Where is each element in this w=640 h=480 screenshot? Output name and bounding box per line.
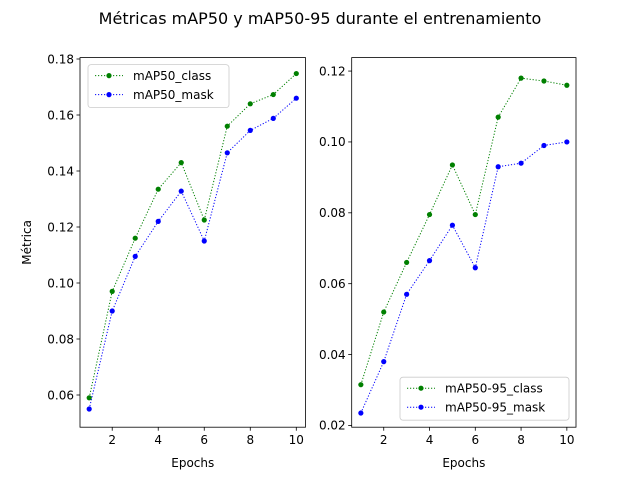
- data-point-1-0-7: [518, 75, 524, 81]
- x-tick-label-1-1: 4: [426, 433, 434, 447]
- data-point-1-0-3: [426, 211, 433, 218]
- data-point-1-1-3: [426, 258, 433, 264]
- data-point-0-0-4: [178, 160, 184, 166]
- data-point-1-1-1: [381, 359, 387, 365]
- data-point-1-0-6: [495, 114, 501, 120]
- data-point-0-0-6: [224, 123, 230, 129]
- axes-frame-1: [351, 57, 577, 428]
- x-tick-label-1-2: 6: [471, 433, 479, 447]
- series-line-1-0: [360, 77, 567, 385]
- chart-map50-95: 2 4 6 8 10 0.02 0.04 0.06 0.08 0.10 0.12 Epochs mAP5…: [319, 57, 577, 470]
- y-tick-label-1-5: 0.12: [319, 64, 346, 78]
- x-tick-label-0-4: 10: [289, 433, 304, 447]
- legend-marker-0-0: [106, 73, 112, 79]
- data-point-0-1-9: [293, 95, 299, 101]
- data-point-0-1-4: [178, 188, 184, 194]
- legend-marker-1-1: [418, 404, 424, 410]
- legend-marker-1-0: [418, 385, 424, 391]
- data-point-1-0-5: [472, 211, 478, 218]
- y-tick-label-1-0: 0.02: [319, 419, 346, 433]
- series-line-0-1: [88, 97, 297, 410]
- data-point-0-0-1: [109, 288, 115, 294]
- data-point-1-0-0: [358, 382, 364, 388]
- data-point-0-0-3: [155, 186, 161, 192]
- data-point-0-0-0: [86, 395, 92, 401]
- data-point-1-1-7: [518, 160, 524, 166]
- y-tick-label-0-2: 0.10: [47, 276, 74, 290]
- legend-label-1-1: mAP50-95_mask: [445, 401, 545, 415]
- data-point-0-0-9: [293, 70, 299, 77]
- data-point-1-1-4: [449, 222, 456, 228]
- data-point-1-1-5: [472, 265, 478, 271]
- legend-label-0-1: mAP50_mask: [133, 88, 214, 102]
- series-line-0-0: [88, 73, 297, 398]
- y-tick-label-0-4: 0.14: [47, 164, 74, 178]
- data-point-0-1-2: [132, 253, 138, 259]
- data-point-1-0-1: [381, 309, 387, 315]
- series-line-1-1: [360, 141, 567, 414]
- data-point-1-1-8: [541, 142, 547, 149]
- y-axis-label-0: Métrica: [20, 220, 34, 265]
- x-tick-label-1-3: 8: [517, 433, 525, 447]
- data-point-1-0-8: [541, 78, 547, 84]
- data-point-0-1-0: [86, 406, 92, 412]
- legend-0: mAP50_class mAP50_mask: [87, 64, 230, 108]
- data-point-0-1-3: [155, 218, 161, 224]
- data-point-1-1-0: [358, 410, 364, 416]
- data-point-1-0-4: [449, 162, 456, 168]
- x-tick-label-0-2: 6: [200, 433, 208, 447]
- legend-1: mAP50-95_class mAP50-95_mask: [399, 376, 570, 421]
- y-tick-label-0-0: 0.06: [47, 388, 74, 402]
- x-axis-label-0: Epochs: [171, 456, 214, 470]
- data-point-0-0-7: [247, 101, 253, 107]
- data-point-0-1-1: [109, 308, 115, 314]
- y-tick-label-0-1: 0.08: [47, 332, 74, 346]
- y-tick-label-1-1: 0.04: [319, 348, 346, 362]
- figure-title: Métricas mAP50 y mAP50-95 durante el ent…: [99, 9, 542, 28]
- legend-label-0-0: mAP50_class: [133, 69, 211, 83]
- axes-frame-0: [79, 57, 306, 428]
- y-tick-label-0-6: 0.18: [47, 52, 74, 66]
- chart-map50: 2 4 6 8 10 0.06 0.08 0.10 0.12 0.14 0.16 0.18 Epochs…: [20, 52, 306, 470]
- data-point-0-1-7: [247, 127, 253, 133]
- x-tick-label-0-3: 8: [246, 433, 254, 447]
- data-point-1-0-9: [564, 82, 570, 88]
- legend-box-0: [87, 64, 230, 108]
- x-tick-label-1-4: 10: [559, 433, 574, 447]
- data-point-0-0-5: [201, 217, 207, 223]
- data-point-1-1-2: [404, 291, 410, 297]
- data-point-0-1-6: [224, 150, 230, 156]
- x-axis-label-1: Epochs: [442, 456, 485, 470]
- data-point-0-0-8: [270, 91, 276, 98]
- y-tick-label-1-4: 0.10: [319, 135, 346, 149]
- data-point-1-1-9: [564, 139, 570, 145]
- y-tick-label-0-3: 0.12: [47, 220, 74, 234]
- data-point-0-1-8: [270, 115, 276, 121]
- data-point-0-0-2: [132, 235, 138, 241]
- x-tick-label-0-0: 2: [108, 433, 116, 447]
- x-tick-label-0-1: 4: [154, 433, 162, 447]
- legend-marker-0-1: [106, 92, 112, 98]
- data-point-1-0-2: [404, 259, 410, 266]
- y-tick-label-1-3: 0.08: [319, 206, 346, 220]
- data-point-1-1-6: [495, 164, 501, 170]
- legend-box-1: [399, 376, 570, 421]
- y-tick-label-1-2: 0.06: [319, 277, 346, 291]
- x-tick-label-1-0: 2: [380, 433, 388, 447]
- legend-label-1-0: mAP50-95_class: [445, 382, 543, 396]
- data-point-0-1-5: [201, 238, 207, 244]
- y-tick-label-0-5: 0.16: [47, 108, 74, 122]
